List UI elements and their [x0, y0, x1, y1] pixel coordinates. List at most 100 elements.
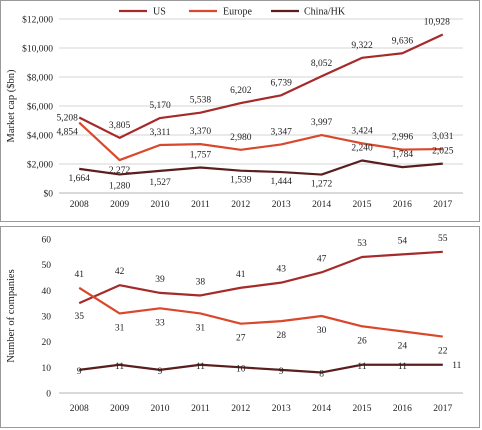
data-label-us: 6,739: [271, 78, 293, 88]
y-tick-label: $0: [44, 189, 54, 200]
x-tick-label: 2012: [231, 404, 250, 414]
data-label-us: 41: [236, 270, 246, 280]
legend-label-china: China/HK: [304, 7, 346, 18]
legend-label-us: US: [153, 7, 166, 18]
data-label-europe: 41: [74, 270, 84, 280]
x-tick-label: 2015: [353, 404, 372, 414]
data-label-china: 8: [319, 369, 324, 379]
x-tick-label: 2017: [433, 200, 452, 210]
data-label-china: 11: [196, 362, 205, 372]
data-label-europe: 3,370: [190, 127, 212, 137]
data-label-china: 2,025: [432, 147, 454, 157]
data-label-europe: 3,424: [351, 126, 373, 136]
data-label-china: 11: [398, 362, 407, 372]
y-tick-label: 60: [42, 236, 52, 246]
x-tick-label: 2017: [433, 404, 452, 414]
data-label-us: 5,170: [149, 101, 171, 111]
data-label-europe: 2,980: [230, 133, 252, 143]
data-label-us: 5,538: [190, 96, 212, 106]
data-label-china: 1,444: [271, 177, 293, 187]
y-tick-label: $8,000: [27, 73, 53, 84]
x-tick-label: 2008: [70, 404, 89, 414]
data-label-europe: 3,031: [432, 132, 454, 142]
data-label-china: 11: [115, 362, 124, 372]
x-tick-label: 2016: [393, 200, 412, 210]
data-label-us: 53: [357, 239, 367, 249]
x-tick-label: 2010: [151, 200, 170, 210]
y-tick-label: $4,000: [27, 131, 53, 142]
data-label-us: 38: [196, 277, 206, 287]
x-tick-label: 2010: [151, 404, 170, 414]
data-label-europe: 31: [196, 323, 206, 333]
y-tick-label: $6,000: [27, 102, 53, 113]
data-label-us: 8,052: [311, 59, 333, 69]
market-cap-chart-panel: $0 $2,000 $4,000 $6,000 $8,000 $10,000 $12,000…: [0, 0, 480, 222]
y-axis-title: Number of companies: [6, 269, 17, 362]
series-line-us: [78, 33, 444, 139]
data-label-europe: 33: [155, 318, 165, 328]
series-line-china: [79, 363, 443, 374]
data-label-china: 1,272: [311, 180, 333, 190]
data-label-china: 11: [452, 361, 461, 371]
legend-label-europe: Europe: [223, 7, 252, 18]
data-label-us: 43: [276, 265, 286, 275]
data-label-china: 1,664: [69, 174, 91, 184]
x-tick-label: 2013: [272, 404, 291, 414]
data-label-europe: 4,854: [57, 128, 79, 138]
data-label-europe: 22: [438, 347, 448, 357]
data-label-us: 3,805: [109, 121, 131, 131]
data-label-europe: 24: [398, 341, 408, 351]
data-label-us: 39: [155, 275, 165, 285]
y-tick-label: 50: [42, 261, 52, 271]
market-cap-chart: $0 $2,000 $4,000 $6,000 $8,000 $10,000 $12,000…: [6, 7, 463, 210]
data-label-china: 10: [236, 364, 246, 374]
x-tick-label: 2009: [110, 404, 129, 414]
data-label-china: 1,527: [149, 178, 171, 188]
x-tick-label: 2011: [191, 404, 210, 414]
y-axis-title: Market cap ($bn): [6, 69, 17, 142]
x-tick-label: 2012: [231, 200, 250, 210]
data-label-us: 42: [115, 267, 125, 277]
company-count-chart-panel: 0 10 20 30 40 50 60 2008 2009 2010 2011 2012 2013 201…: [0, 226, 480, 428]
data-label-europe: 3,997: [311, 118, 333, 128]
data-label-europe: 31: [115, 323, 125, 333]
data-label-us: 9,322: [351, 41, 373, 51]
y-tick-label: 20: [42, 338, 52, 348]
data-label-us: 5,208: [57, 113, 79, 123]
data-label-us: 55: [438, 234, 448, 244]
x-tick-label: 2014: [312, 200, 331, 210]
company-count-chart: 0 10 20 30 40 50 60 2008 2009 2010 2011 2012 2013 201…: [6, 234, 463, 414]
series-line-china: [79, 159, 443, 176]
data-label-europe: 26: [357, 336, 367, 346]
data-label-us: 35: [74, 312, 84, 322]
data-label-china: 9: [77, 367, 82, 377]
data-label-china: 2,240: [351, 144, 373, 154]
y-tick-label: $2,000: [27, 160, 53, 171]
data-label-china: 11: [357, 362, 366, 372]
x-tick-label: 2016: [393, 404, 412, 414]
data-label-china: 1,539: [230, 176, 252, 186]
data-label-europe: 2,272: [109, 166, 131, 176]
x-tick-label: 2008: [70, 200, 89, 210]
y-tick-label: $12,000: [22, 15, 53, 26]
y-tick-label: 30: [42, 313, 52, 323]
data-label-china: 9: [158, 367, 163, 377]
data-label-us: 9,636: [392, 36, 414, 46]
data-label-europe: 3,311: [149, 128, 170, 138]
data-label-us: 47: [317, 254, 327, 264]
y-tick-label: $10,000: [22, 44, 53, 55]
data-label-china: 1,280: [109, 181, 131, 191]
data-label-us: 6,202: [230, 86, 252, 96]
data-label-china: 1,784: [392, 150, 414, 160]
series-line-europe: [78, 121, 443, 162]
series-line-europe: [78, 286, 443, 338]
data-label-europe: 28: [276, 331, 286, 341]
data-label-china: 1,757: [190, 151, 212, 161]
data-label-europe: 30: [317, 326, 327, 336]
data-label-us: 54: [398, 236, 408, 246]
y-tick-label: 40: [42, 287, 52, 297]
x-tick-label: 2013: [272, 200, 291, 210]
data-label-us: 10,928: [424, 18, 450, 28]
x-tick-label: 2011: [191, 200, 210, 210]
data-label-europe: 27: [236, 334, 246, 344]
